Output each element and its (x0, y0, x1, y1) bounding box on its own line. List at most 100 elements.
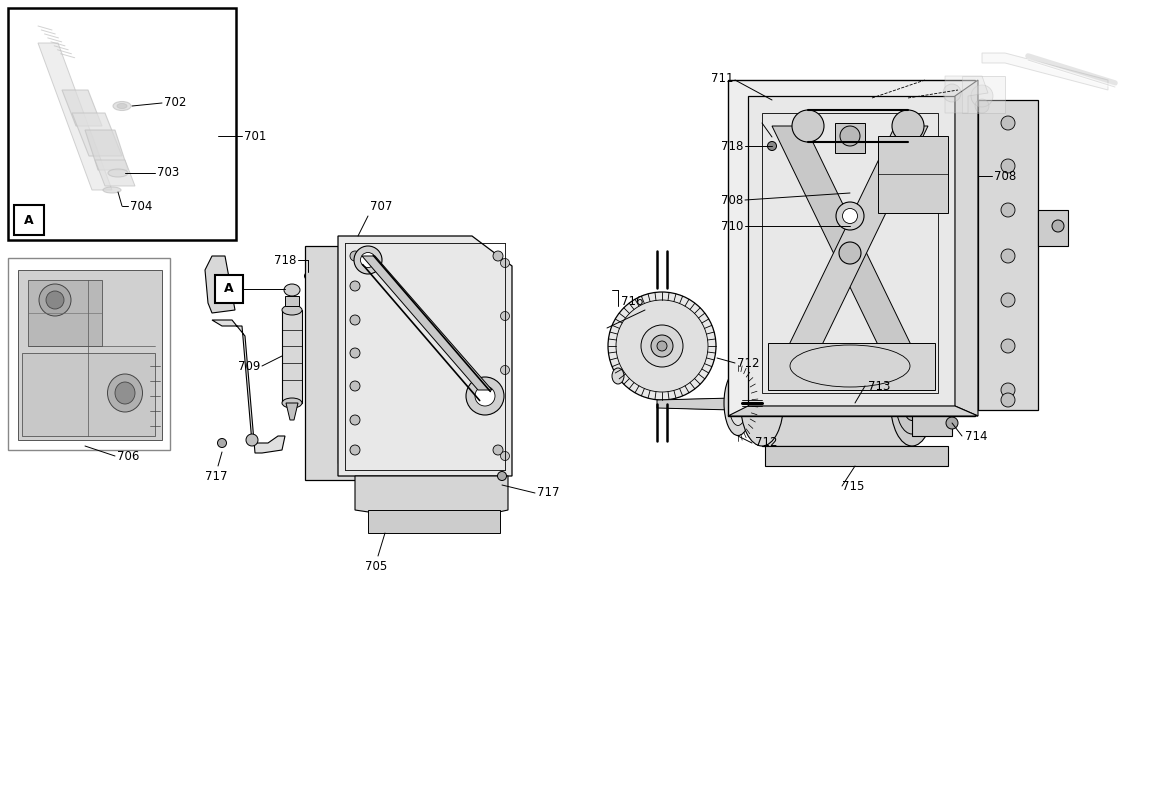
Ellipse shape (501, 259, 509, 267)
Polygon shape (772, 126, 928, 380)
Polygon shape (22, 353, 155, 436)
Text: 709: 709 (237, 360, 260, 373)
Ellipse shape (284, 284, 300, 296)
Text: 716: 716 (621, 295, 643, 308)
Ellipse shape (475, 386, 495, 406)
Ellipse shape (304, 272, 311, 279)
Text: 717: 717 (537, 487, 559, 500)
Text: 714: 714 (964, 429, 988, 443)
Ellipse shape (1000, 293, 1014, 307)
Text: 712: 712 (755, 437, 777, 449)
Polygon shape (768, 343, 935, 390)
Ellipse shape (1000, 159, 1014, 173)
Polygon shape (762, 360, 912, 446)
Ellipse shape (117, 104, 127, 109)
Text: 707: 707 (370, 200, 393, 213)
Ellipse shape (501, 452, 509, 460)
Polygon shape (982, 53, 1109, 90)
Ellipse shape (835, 202, 865, 230)
Ellipse shape (350, 281, 360, 291)
Polygon shape (304, 246, 422, 480)
Ellipse shape (493, 445, 503, 455)
Text: 701: 701 (244, 129, 266, 143)
Polygon shape (85, 130, 128, 170)
Polygon shape (95, 160, 135, 186)
Bar (14, 205, 44, 235)
Text: 704: 704 (130, 200, 152, 212)
Ellipse shape (1000, 116, 1014, 130)
Ellipse shape (903, 385, 921, 421)
Ellipse shape (46, 291, 64, 309)
Text: 705: 705 (365, 560, 387, 573)
Polygon shape (286, 403, 297, 420)
Ellipse shape (360, 252, 375, 267)
Polygon shape (667, 398, 743, 410)
Text: 718: 718 (273, 254, 296, 267)
Ellipse shape (1000, 203, 1014, 217)
Bar (8, 258, 170, 450)
Polygon shape (356, 476, 508, 520)
Ellipse shape (501, 311, 509, 321)
Ellipse shape (842, 208, 858, 223)
Polygon shape (657, 398, 732, 410)
Polygon shape (285, 296, 299, 306)
Text: A: A (24, 214, 34, 227)
Text: 717: 717 (205, 470, 228, 483)
Text: 711: 711 (710, 72, 733, 85)
Ellipse shape (971, 85, 994, 107)
Bar (8, 8, 236, 240)
Ellipse shape (729, 381, 747, 425)
Polygon shape (368, 510, 500, 533)
Ellipse shape (926, 394, 944, 412)
Text: 703: 703 (157, 167, 179, 180)
Polygon shape (945, 76, 988, 113)
Ellipse shape (350, 415, 360, 425)
Polygon shape (955, 80, 978, 416)
Text: 708: 708 (994, 169, 1017, 183)
Ellipse shape (657, 341, 667, 351)
Ellipse shape (350, 348, 360, 358)
Ellipse shape (946, 417, 957, 429)
Polygon shape (38, 43, 112, 190)
Ellipse shape (612, 368, 624, 384)
Polygon shape (729, 80, 975, 416)
Ellipse shape (724, 370, 752, 436)
Text: 706: 706 (117, 449, 139, 463)
Ellipse shape (103, 187, 121, 193)
Ellipse shape (792, 110, 824, 142)
Text: 708: 708 (720, 193, 743, 207)
Text: 702: 702 (164, 97, 186, 109)
Text: 713: 713 (868, 380, 890, 393)
Ellipse shape (840, 126, 860, 146)
Ellipse shape (217, 438, 227, 448)
Ellipse shape (350, 251, 360, 261)
Ellipse shape (616, 300, 708, 392)
Polygon shape (729, 406, 978, 416)
Text: 715: 715 (842, 480, 865, 492)
Polygon shape (338, 236, 512, 476)
Ellipse shape (246, 434, 258, 446)
Ellipse shape (113, 101, 131, 110)
Polygon shape (978, 100, 1038, 410)
Polygon shape (28, 280, 102, 346)
Polygon shape (205, 256, 235, 313)
Ellipse shape (896, 372, 928, 434)
Polygon shape (363, 256, 492, 390)
Polygon shape (962, 76, 1005, 113)
Ellipse shape (839, 242, 861, 264)
Polygon shape (62, 90, 102, 126)
Ellipse shape (740, 360, 783, 446)
Polygon shape (282, 310, 302, 403)
Polygon shape (748, 96, 955, 406)
Ellipse shape (1052, 220, 1064, 232)
Polygon shape (912, 370, 952, 436)
Text: 710: 710 (720, 219, 743, 232)
Ellipse shape (1000, 249, 1014, 263)
Polygon shape (1038, 210, 1068, 246)
Ellipse shape (892, 110, 924, 142)
Polygon shape (878, 136, 948, 213)
Ellipse shape (641, 325, 683, 367)
Ellipse shape (466, 377, 504, 415)
Ellipse shape (354, 246, 382, 274)
Polygon shape (211, 320, 285, 453)
